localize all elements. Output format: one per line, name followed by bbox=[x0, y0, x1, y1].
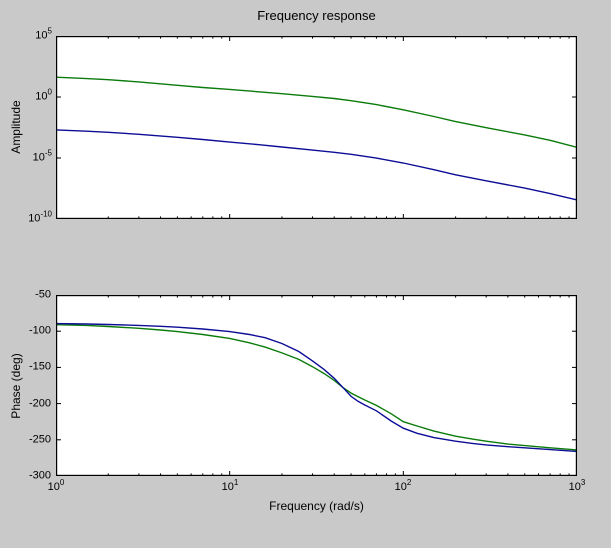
phase-xtick-label: 102 bbox=[394, 478, 412, 493]
amplitude-ytick-label: 100 bbox=[35, 87, 52, 103]
series-green bbox=[56, 76, 577, 148]
amplitude-plot bbox=[56, 36, 577, 219]
phase-axis-label: Phase (deg) bbox=[9, 353, 23, 419]
amplitude-ytick-label: 10-5 bbox=[32, 148, 52, 164]
phase-ytick-label: -150 bbox=[28, 360, 51, 373]
phase-ytick-label: -100 bbox=[28, 324, 51, 337]
phase-plot bbox=[56, 295, 577, 476]
series-blue bbox=[56, 322, 577, 453]
phase-ytick-label: -50 bbox=[35, 288, 51, 301]
frequency-axis-label: Frequency (rad/s) bbox=[269, 499, 364, 513]
phase-xtick-label: 100 bbox=[47, 478, 65, 493]
amplitude-axis-label: Amplitude bbox=[9, 100, 23, 154]
phase-xtick-label: 103 bbox=[568, 478, 586, 493]
amplitude-ytick-label: 10-10 bbox=[28, 209, 52, 225]
amplitude-ytick-label: 105 bbox=[35, 26, 52, 42]
plot-title: Frequency response bbox=[257, 8, 376, 23]
phase-xtick-label: 101 bbox=[221, 478, 239, 493]
phase-ytick-label: -250 bbox=[28, 433, 51, 446]
series-blue bbox=[56, 129, 577, 201]
phase-ytick-label: -300 bbox=[28, 469, 51, 482]
phase-ytick-label: -200 bbox=[28, 397, 51, 410]
